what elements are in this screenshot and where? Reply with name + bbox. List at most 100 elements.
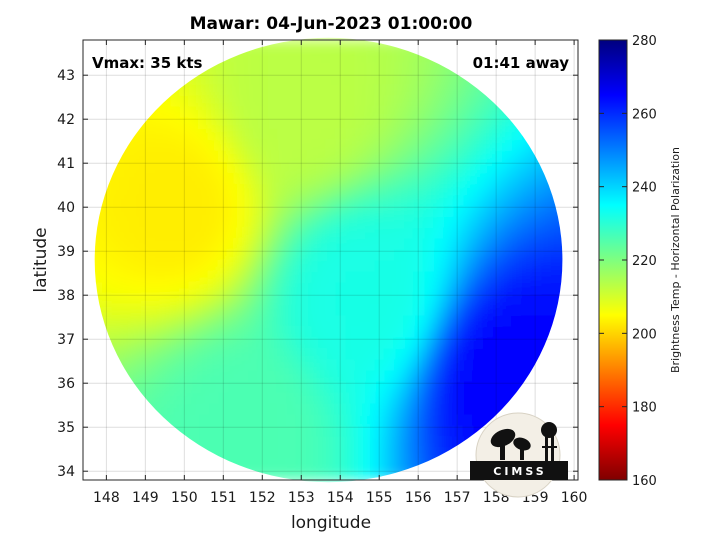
swath-cell — [413, 402, 425, 415]
swath-cell — [296, 446, 308, 459]
swath-cell — [131, 358, 142, 371]
swath-cell — [462, 391, 474, 404]
swath-cell — [306, 182, 318, 195]
swath-cell — [150, 402, 162, 415]
swath-cell — [316, 303, 328, 316]
swath-cell — [345, 182, 357, 195]
swath-cell — [199, 237, 211, 250]
swath-cell — [413, 259, 425, 272]
swath-cell — [218, 270, 230, 283]
swath-cell — [306, 358, 318, 371]
swath-cell — [335, 336, 347, 349]
swath-cell — [131, 149, 142, 162]
swath-cell — [462, 259, 474, 272]
swath-cell — [433, 204, 445, 217]
swath-cell — [404, 259, 415, 272]
swath-cell — [140, 281, 152, 294]
swath-cell — [218, 116, 230, 129]
swath-cell — [140, 347, 152, 360]
swath-cell — [326, 160, 337, 173]
swath-cell — [131, 325, 142, 338]
swath-cell — [189, 160, 201, 173]
swath-cell — [394, 259, 406, 272]
swath-cell — [335, 237, 347, 250]
swath-cell — [482, 160, 493, 173]
swath-cell — [218, 402, 230, 415]
swath-cell — [277, 391, 289, 404]
swath-cell — [218, 336, 230, 349]
swath-cell — [267, 314, 279, 327]
swath-cell — [228, 105, 240, 118]
swath-cell — [374, 182, 386, 195]
swath-cell — [267, 424, 279, 437]
swath-cell — [345, 215, 357, 228]
swath-cell — [228, 303, 240, 316]
swath-cell — [511, 160, 522, 173]
swath-cell — [530, 281, 542, 294]
swath-cell — [511, 182, 522, 195]
swath-cell — [267, 105, 279, 118]
swath-cell — [218, 61, 230, 74]
swath-cell — [277, 138, 289, 151]
swath-cell — [345, 39, 357, 52]
swath-cell — [355, 61, 367, 74]
swath-cell — [355, 193, 367, 206]
swath-cell — [218, 149, 230, 162]
swath-cell — [267, 138, 279, 151]
swath-cell — [111, 347, 123, 360]
swath-cell — [433, 347, 445, 360]
swath-cell — [384, 204, 396, 217]
swath-cell — [179, 281, 191, 294]
swath-cell — [326, 259, 337, 272]
swath-cell — [345, 358, 357, 371]
swath-cell — [423, 248, 435, 261]
swath-cell — [228, 193, 240, 206]
swath-cell — [277, 369, 289, 382]
swath-cell — [189, 303, 201, 316]
swath-cell — [218, 160, 230, 173]
swath-cell — [404, 303, 415, 316]
swath-cell — [238, 50, 250, 63]
swath-cell — [238, 237, 250, 250]
swath-cell — [248, 292, 259, 305]
swath-cell — [111, 336, 123, 349]
swath-cell — [472, 215, 484, 228]
swath-cell — [326, 336, 337, 349]
swath-cell — [472, 424, 484, 437]
swath-cell — [482, 127, 493, 140]
swath-cell — [170, 380, 181, 393]
x-tick-label: 151 — [210, 490, 237, 506]
swath-cell — [131, 171, 142, 184]
swath-cell — [111, 226, 123, 239]
swath-cell — [111, 171, 123, 184]
swath-cell — [131, 204, 142, 217]
swath-cell — [287, 424, 298, 437]
swath-cell — [374, 259, 386, 272]
swath-cell — [423, 105, 435, 118]
swath-cell — [491, 237, 503, 250]
swath-cell — [452, 259, 464, 272]
swath-cell — [423, 259, 435, 272]
swath-cell — [404, 182, 415, 195]
swath-cell — [150, 347, 162, 360]
swath-cell — [394, 270, 406, 283]
swath-cell — [199, 127, 211, 140]
swath-cell — [365, 336, 376, 349]
swath-cell — [472, 83, 484, 96]
swath-cell — [160, 182, 172, 195]
swath-cell — [199, 83, 211, 96]
swath-cell — [326, 237, 337, 250]
swath-cell — [433, 303, 445, 316]
swath-cell — [179, 127, 191, 140]
swath-cell — [199, 358, 211, 371]
swath-cell — [520, 248, 532, 261]
swath-cell — [404, 391, 415, 404]
swath-cell — [482, 226, 493, 239]
swath-cell — [384, 303, 396, 316]
swath-cell — [257, 204, 269, 217]
swath-cell — [355, 171, 367, 184]
swath-cell — [267, 61, 279, 74]
swath-cell — [150, 149, 162, 162]
swath-cell — [482, 413, 493, 426]
swath-cell — [443, 83, 454, 96]
